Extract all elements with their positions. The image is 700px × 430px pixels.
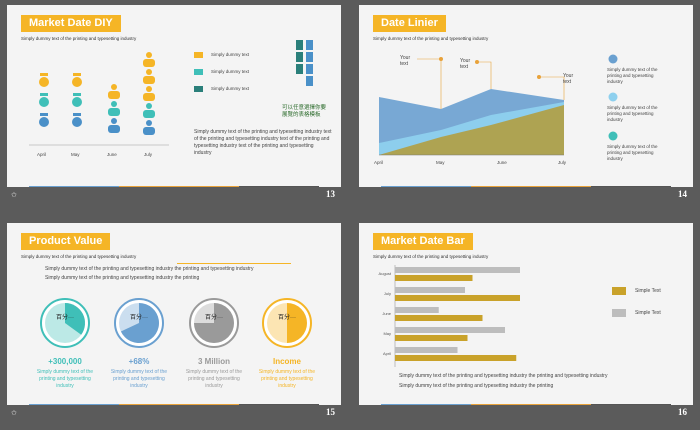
slide-13[interactable]: Market Date DIY Simply dummy text of the…	[7, 5, 341, 201]
month-label: April	[374, 160, 384, 165]
intro-line: Simply dummy text of the printing and ty…	[45, 275, 200, 281]
page-number: 13	[326, 189, 335, 199]
person-icon	[108, 84, 120, 133]
person-icon	[143, 52, 155, 135]
slide-subtitle: Simply dummy text of the printing and ty…	[373, 36, 489, 41]
legend-label: Simply dummy text	[211, 86, 250, 91]
slide-subtitle: Simply dummy text of the printing and ty…	[21, 36, 137, 41]
category-label: July	[384, 291, 391, 296]
slide-15[interactable]: Product Value Simply dummy text of the p…	[7, 223, 341, 419]
legend-swatch	[194, 69, 203, 75]
slide-footer: ✩ 15	[7, 405, 341, 419]
slide-16[interactable]: Market Date Bar Simply dummy text of the…	[359, 223, 693, 419]
callout-text: Your text	[460, 58, 471, 70]
paragraph-line: Simply dummy text of the printing and ty…	[399, 383, 554, 389]
footer-divider	[29, 186, 319, 187]
paragraph-line: Simply dummy text of the printing and ty…	[399, 373, 608, 379]
callout-text: Your text	[400, 55, 411, 67]
footer-divider	[381, 186, 671, 187]
legend-label: Simply dummy text of the printing and ty…	[607, 144, 658, 161]
circle-value: +300,000	[48, 357, 82, 366]
legend-swatch	[612, 309, 626, 317]
month-label: May	[71, 152, 80, 157]
area-series	[379, 105, 564, 155]
bar	[395, 275, 473, 281]
bar	[395, 295, 520, 301]
slide-subtitle: Simply dummy text of the printing and ty…	[373, 254, 489, 259]
slide-14[interactable]: Date Linier Simply dummy text of the pri…	[359, 5, 693, 201]
footer-divider	[381, 404, 671, 405]
logo-icon: ✩	[11, 192, 17, 199]
category-label: April	[383, 351, 391, 356]
page-number: 14	[678, 189, 687, 199]
circle-fill	[287, 303, 307, 343]
slide-title: Market Date Bar	[373, 233, 473, 250]
circle-description: Simply dummy text of the printing and ty…	[258, 369, 316, 389]
legend-label: Simply dummy text of the printing and ty…	[607, 105, 658, 122]
bar	[395, 355, 517, 361]
page-number: 16	[678, 407, 687, 417]
page-number: 15	[326, 407, 335, 417]
circle-value: Income	[272, 357, 301, 366]
pictogram-chart	[29, 40, 313, 146]
month-label: July	[558, 160, 567, 165]
bar	[395, 335, 468, 341]
slide-title: Product Value	[21, 233, 111, 250]
legend-swatch	[194, 52, 203, 58]
slide-footer: ✩ 13	[7, 187, 341, 201]
circle-fill	[194, 303, 234, 343]
month-label: July	[144, 152, 153, 157]
paragraph: Simply dummy text of the printing and ty…	[194, 129, 332, 156]
footer-divider	[29, 404, 319, 405]
legend-swatch	[612, 287, 626, 295]
category-label: June	[382, 311, 391, 316]
bar	[395, 287, 465, 293]
circle-fill	[120, 303, 160, 343]
slide-title: Date Linier	[373, 15, 446, 32]
value-circles	[40, 298, 312, 348]
bar	[395, 315, 483, 321]
money-bag-icon	[72, 73, 82, 127]
legend-swatch	[194, 86, 203, 92]
bar-chart: August July June May April	[379, 265, 520, 367]
bar	[395, 327, 505, 333]
circle-label: 百分···	[278, 315, 296, 321]
icon-legend-graphic	[296, 40, 313, 86]
month-label: May	[436, 160, 445, 165]
legend-label: Simple Text	[635, 288, 661, 294]
circle-value: +68%	[128, 357, 150, 366]
slide-title: Market Date DIY	[21, 15, 121, 32]
intro-line: Simply dummy text of the printing and ty…	[45, 266, 254, 272]
circle-description: Simply dummy text of the printing and ty…	[110, 369, 168, 389]
month-label: June	[497, 160, 507, 165]
chinese-note: 可以任意選擇你要 展覽的表格模板	[282, 105, 327, 118]
slide-footer: 16	[359, 405, 693, 419]
circle-description: Simply dummy text of the printing and ty…	[185, 369, 243, 389]
bar	[395, 307, 439, 313]
area-chart	[379, 54, 618, 156]
bar	[395, 267, 520, 273]
circle-label: 百分···	[56, 315, 74, 321]
legend-label: Simply dummy text	[211, 52, 250, 57]
circle-label: 百分···	[205, 315, 223, 321]
accent-line	[177, 263, 291, 264]
category-label: August	[379, 271, 392, 276]
circle-label: 百分···	[130, 315, 148, 321]
month-label: April	[37, 152, 47, 157]
legend-label: Simply dummy text of the printing and ty…	[607, 67, 658, 84]
circle-fill	[65, 303, 85, 335]
money-bag-icon	[39, 73, 49, 127]
category-label: May	[383, 331, 391, 336]
bar	[395, 347, 458, 353]
slide-subtitle: Simply dummy text of the printing and ty…	[21, 254, 137, 259]
logo-icon: ✩	[11, 410, 17, 417]
legend-label: Simple Text	[635, 310, 661, 316]
month-label: June	[107, 152, 117, 157]
circle-value: 3 Million	[198, 357, 230, 366]
circle-description: Simply dummy text of the printing and ty…	[36, 369, 94, 389]
callout-text: Your text	[563, 73, 574, 85]
legend-label: Simply dummy text	[211, 69, 250, 74]
slide-footer: 14	[359, 187, 693, 201]
